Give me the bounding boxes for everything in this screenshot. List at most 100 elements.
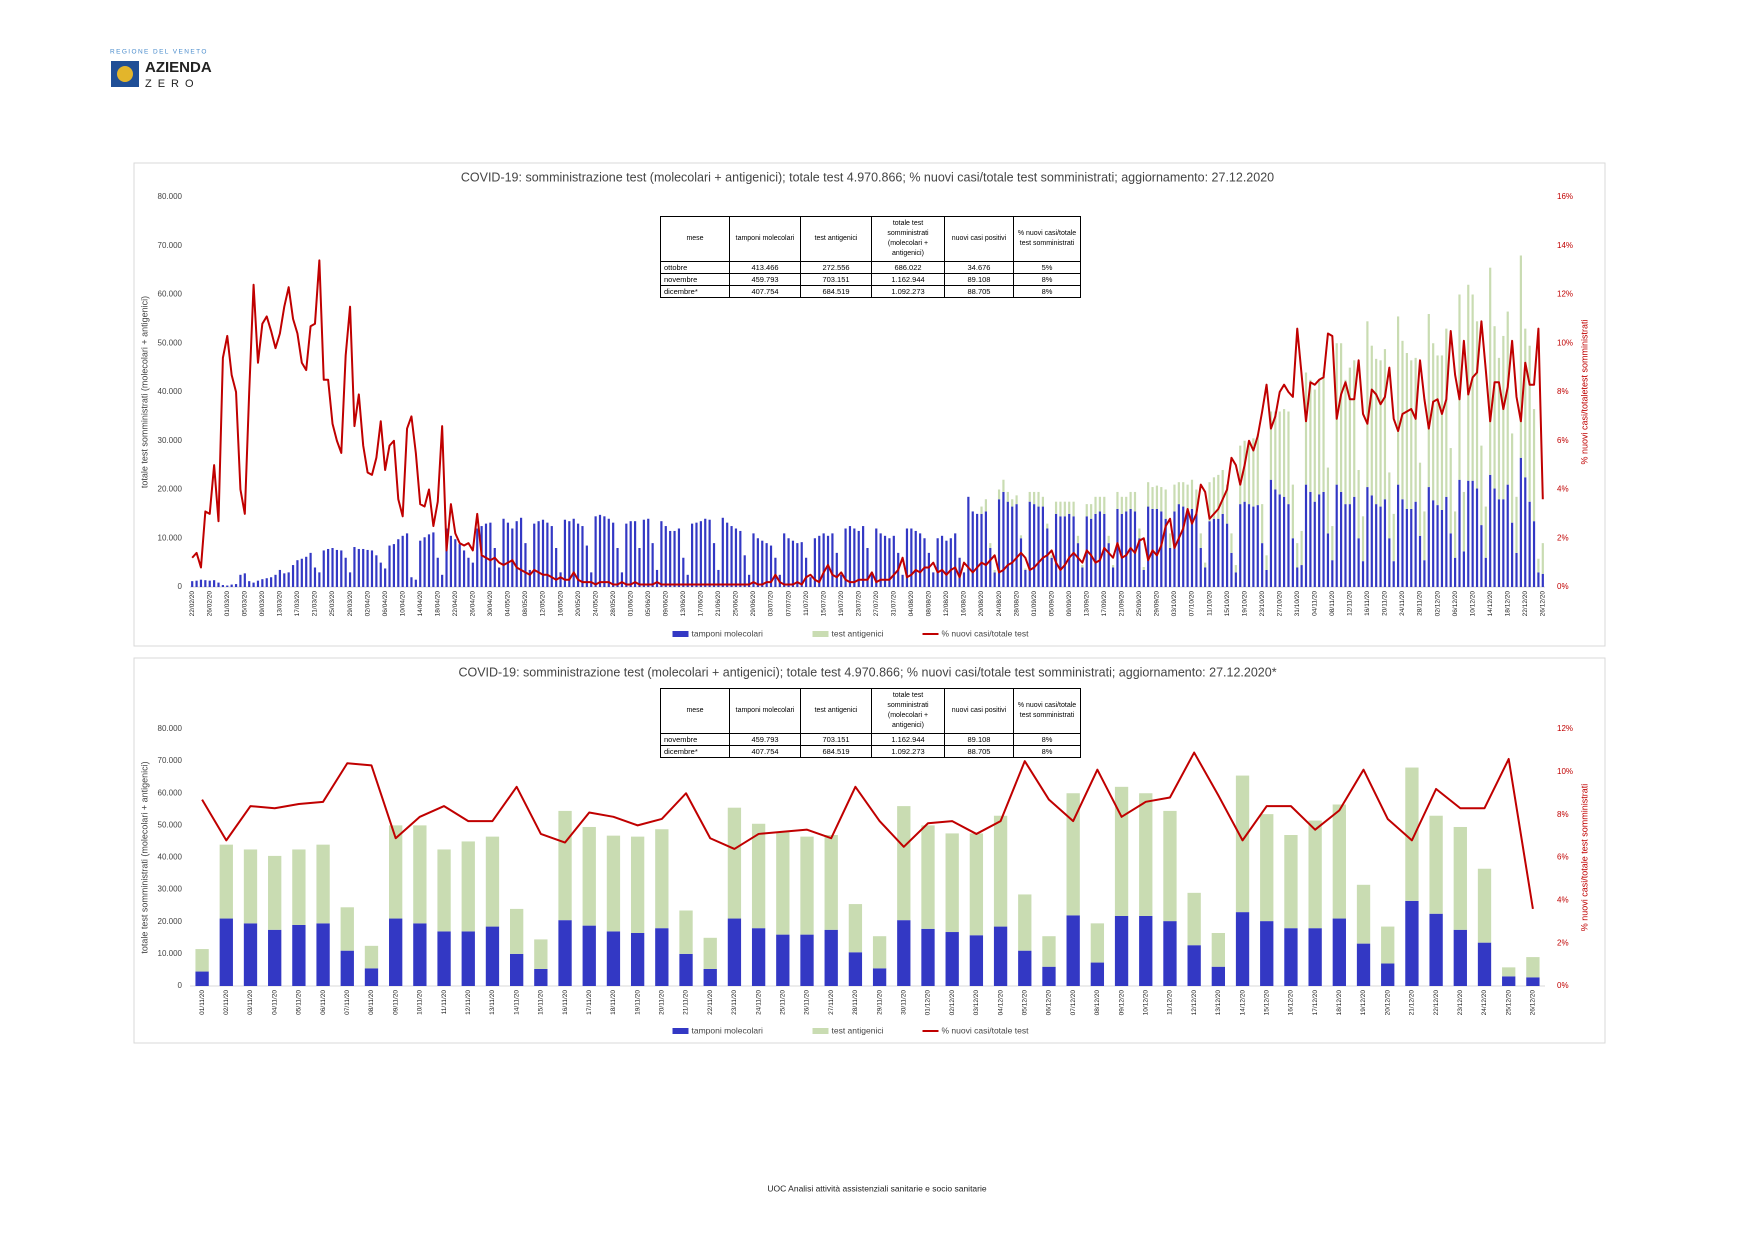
bar [1094,513,1097,587]
logo-name: AZIENDA [145,59,212,76]
bar [278,569,281,587]
bar [1265,569,1268,587]
bar [1054,501,1058,514]
bar [1076,543,1080,587]
x-tick-label: 16/05/20 [557,591,564,617]
table-cell: 88.705 [944,285,1014,298]
x-tick-label: 20/05/20 [575,591,582,617]
bar [1331,560,1334,587]
table-cell: 459.793 [729,733,801,746]
x-tick-label: 15/12/20 [1263,990,1270,1016]
bar [467,557,470,587]
x-tick-label: 17/09/20 [1101,591,1108,617]
bar [461,841,475,932]
bar [1138,528,1141,539]
bar [1475,488,1479,587]
x-tick-label: 19/10/20 [1241,591,1248,617]
bar [844,528,847,587]
bar [954,533,957,587]
bar [1011,499,1014,507]
x-tick-label: 22/12/20 [1522,591,1529,617]
y2-tick-label: 16% [1557,192,1573,201]
y-tick-label: 70.000 [158,756,183,765]
bar [1059,516,1062,587]
bar [1235,775,1250,913]
table-cell: 8% [1013,733,1081,746]
summary-table: mese tamponi molecolari test antigenici tot… [660,688,1081,758]
bar [563,519,567,587]
bar [1182,482,1185,507]
bar [1085,504,1088,517]
bar [219,844,233,919]
bar [441,574,444,587]
x-tick-label: 06/12/20 [1452,591,1459,617]
x-tick-label: 15/10/20 [1224,591,1231,617]
bar [1042,936,1056,967]
table-cell: 413.466 [729,261,801,274]
table-header-cell: mese [660,688,730,734]
table-cell: 459.793 [729,273,801,286]
bar [1094,496,1097,514]
bar [703,937,717,969]
bar [1339,343,1343,492]
bar [1247,440,1251,505]
x-tick-label: 03/12/20 [973,990,980,1016]
x-tick-label: 28/08/20 [1013,591,1020,617]
bar [410,577,413,587]
x-tick-label: 15/07/20 [820,591,827,617]
bar [1066,793,1080,916]
bar [219,918,233,986]
bar [1379,506,1382,587]
x-tick-label: 10/04/20 [399,591,406,617]
bar [1308,928,1322,986]
bar [1427,487,1430,587]
x-tick-label: 01/03/20 [224,591,231,617]
x-tick-label: 15/11/20 [538,990,545,1015]
bar [1458,479,1461,587]
x-tick-label: 24/08/20 [996,591,1003,617]
bar [1195,513,1198,587]
x-tick-label: 14/12/20 [1239,990,1246,1016]
x-tick-label: 24/11/20 [755,990,762,1015]
bar [1006,491,1009,502]
bar [1221,470,1224,514]
bar [1397,484,1400,587]
bar [316,844,330,924]
bar [1318,379,1321,495]
bar [1068,501,1071,514]
bar [1114,915,1129,986]
x-tick-label: 17/11/20 [586,990,593,1015]
bar [1493,488,1496,587]
bar [1147,506,1150,587]
bar [1151,487,1154,509]
y-tick-label: 40.000 [158,853,183,862]
bar [1480,525,1483,587]
bar [1261,504,1264,544]
bar [824,835,838,930]
x-tick-label: 27/07/20 [873,591,880,617]
bar [1332,918,1346,986]
bar [783,533,786,587]
bar [1502,976,1516,986]
x-tick-label: 20/12/20 [1384,990,1391,1016]
bar [625,523,628,587]
bar [1234,572,1237,587]
bar [1173,511,1176,587]
bar [1072,516,1075,587]
bar [1168,533,1172,548]
x-tick-label: 14/12/20 [1487,591,1494,617]
bar [612,522,615,587]
bar [1098,511,1102,587]
bar [872,936,887,969]
x-tick-label: 19/07/20 [838,591,845,617]
bar [989,548,992,587]
bar [1436,355,1439,506]
y2-axis-title: % nuovi casi/totale test somministrati [1579,784,1589,932]
table-row: dicembre* 407.754 684.519 1.092.273 88.705 8% [660,745,1081,758]
bar [1103,496,1106,514]
bar [805,557,808,587]
bar [558,920,572,986]
table-header-cell: totale test somministrati (molecolari + … [871,688,945,734]
bar [1018,894,1032,951]
x-tick-label: 09/09/20 [1066,591,1073,617]
